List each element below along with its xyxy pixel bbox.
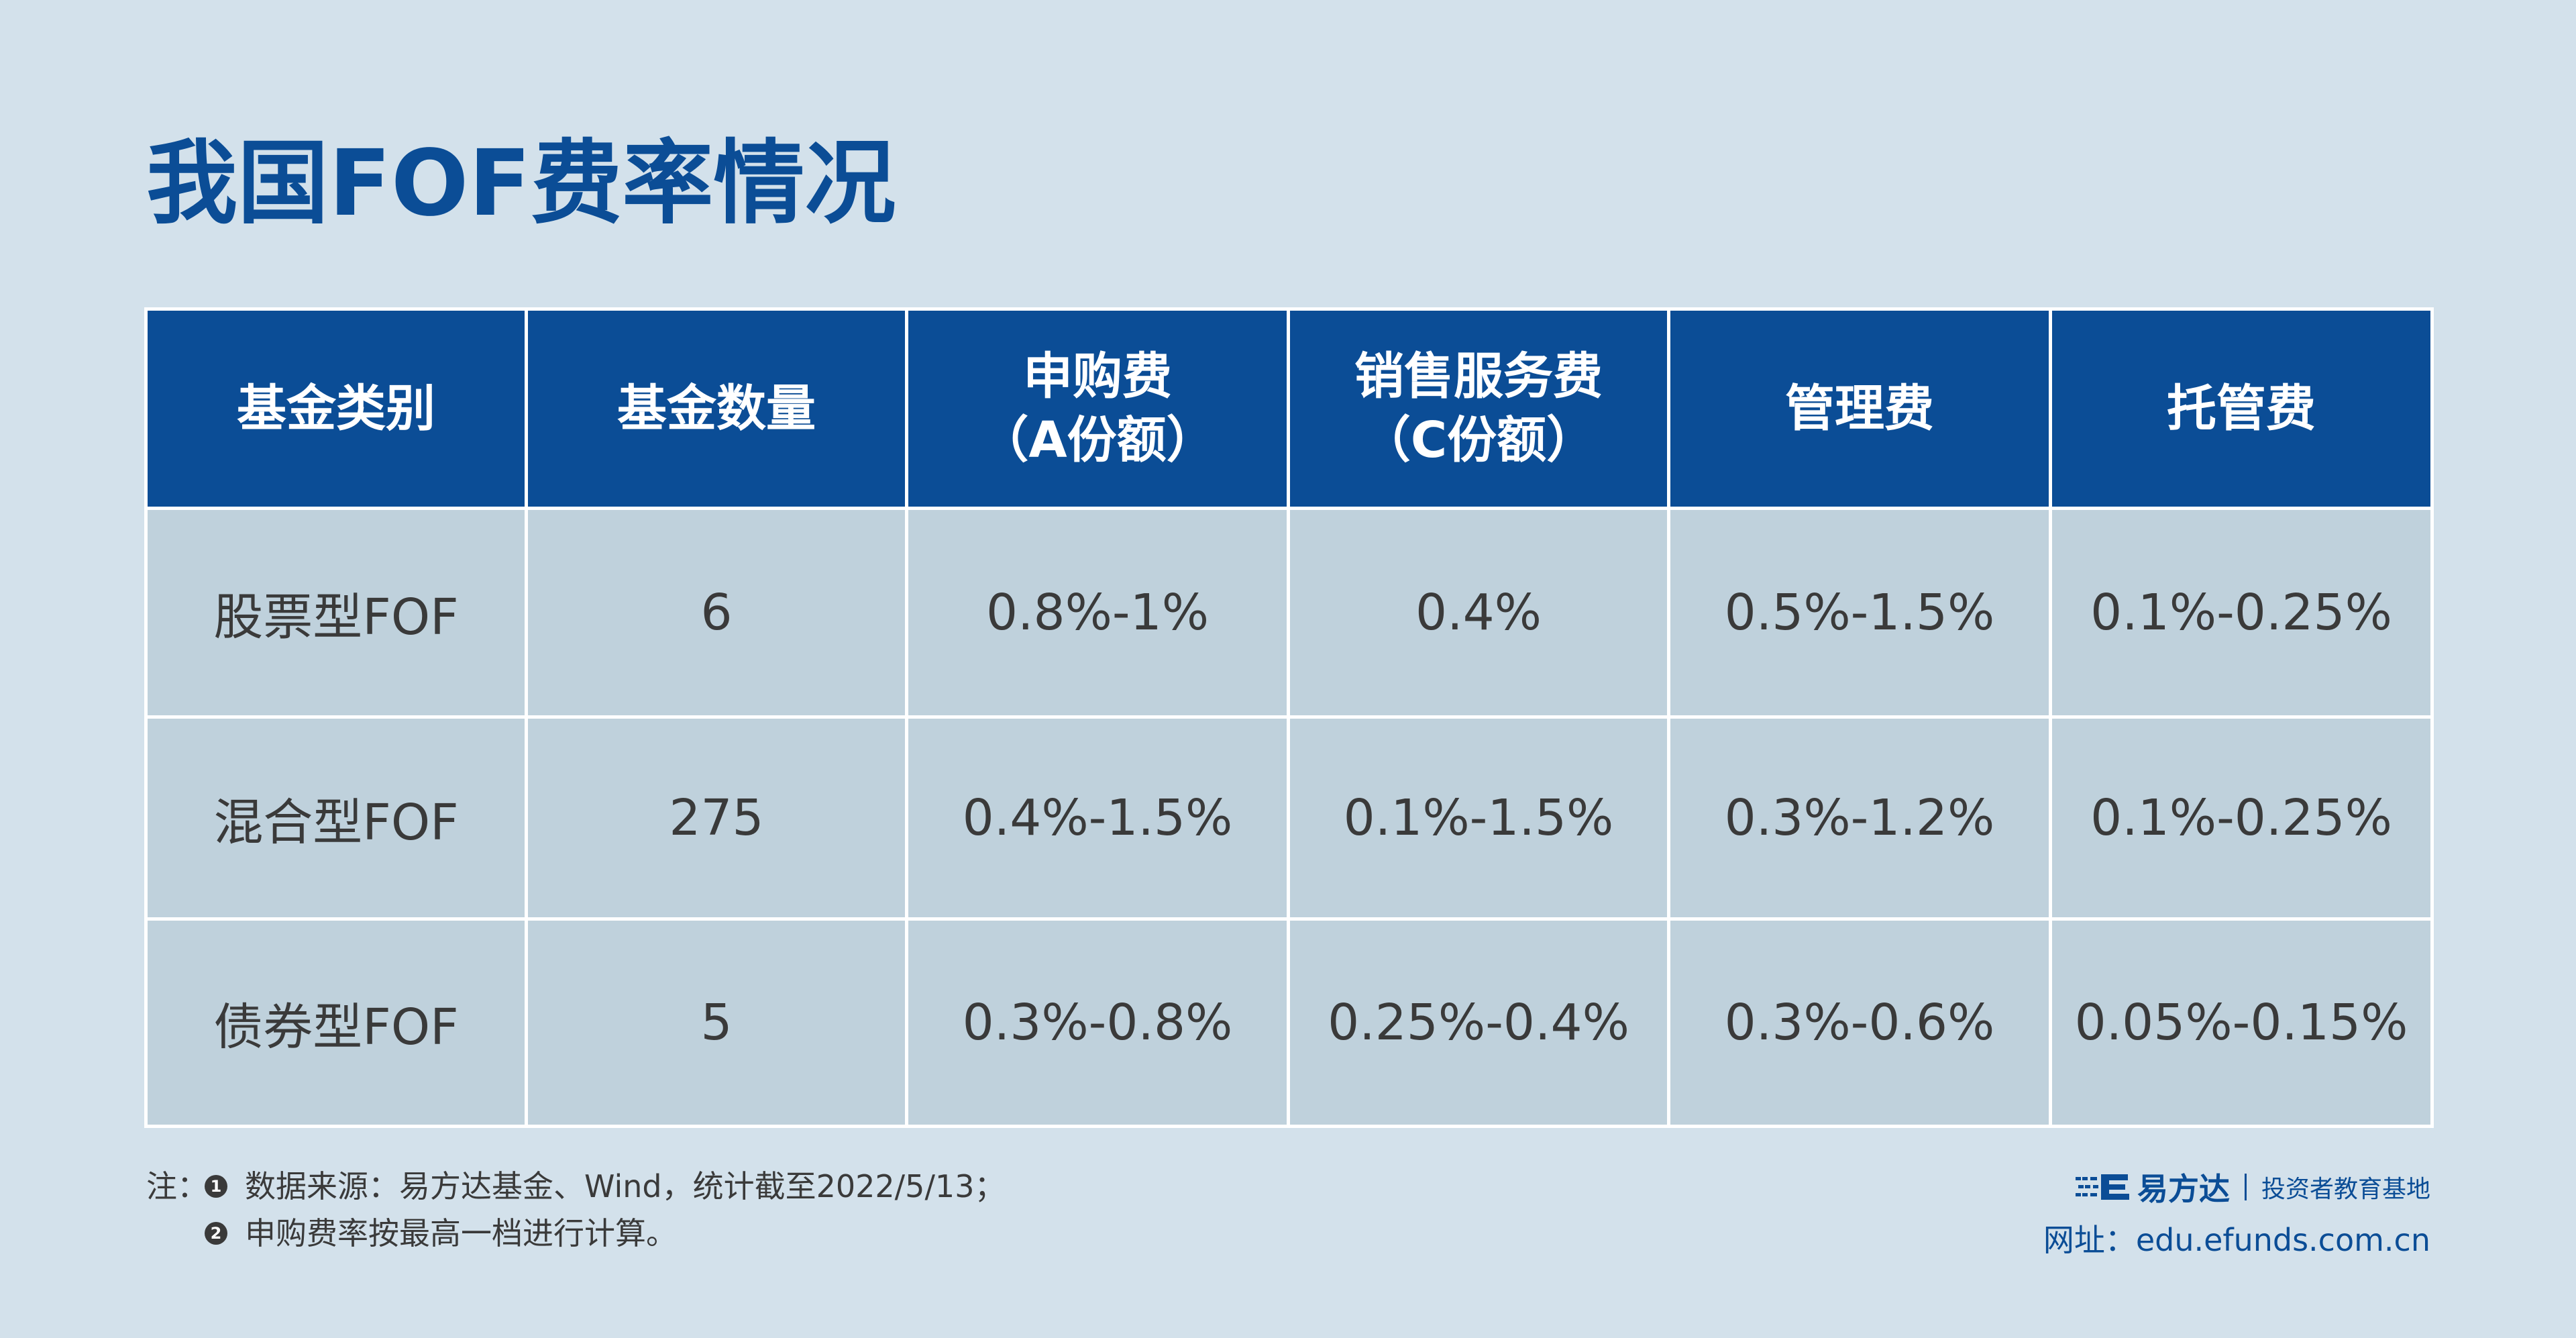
- page-title: 我国FOF费率情况: [146, 131, 896, 237]
- cell-category: 股票型FOF: [144, 507, 528, 719]
- footnote-1: 注： 1 数据来源：易方达基金、Wind，统计截至2022/5/13；: [146, 1163, 1005, 1210]
- cell-sales-service-fee: 0.4%: [1287, 507, 1670, 719]
- brand-name: 易方达: [2137, 1171, 2230, 1207]
- cell-custody-fee: 0.05%-0.15%: [2049, 917, 2434, 1128]
- cell-subscription-fee: 0.3%-0.8%: [905, 917, 1290, 1128]
- table-header-row: 基金类别 基金数量 申购费 （A份额） 销售服务费 （C份额） 管理费 托管费: [144, 307, 2434, 510]
- footnote-2: 2 申购费率按最高一档进行计算。: [146, 1210, 1005, 1257]
- table-row: 混合型FOF 275 0.4%-1.5% 0.1%-1.5% 0.3%-1.2%…: [144, 715, 2434, 921]
- footnote-marker: 2: [205, 1222, 227, 1245]
- table-row: 股票型FOF 6 0.8%-1% 0.4% 0.5%-1.5% 0.1%-0.2…: [144, 507, 2434, 719]
- footnote-text: 数据来源：易方达基金、Wind，统计截至2022/5/13；: [245, 1168, 1006, 1204]
- cell-management-fee: 0.5%-1.5%: [1667, 507, 2052, 719]
- header-category: 基金类别: [144, 307, 528, 510]
- cell-category: 债券型FOF: [144, 917, 528, 1128]
- cell-management-fee: 0.3%-1.2%: [1667, 715, 2052, 921]
- footnotes: 注： 1 数据来源：易方达基金、Wind，统计截至2022/5/13； 2 申购…: [146, 1163, 1005, 1257]
- table-row: 债券型FOF 5 0.3%-0.8% 0.25%-0.4% 0.3%-0.6% …: [144, 917, 2434, 1128]
- cell-subscription-fee: 0.4%-1.5%: [905, 715, 1290, 921]
- header-sales-service-fee: 销售服务费 （C份额）: [1287, 307, 1670, 510]
- header-custody-fee: 托管费: [2049, 307, 2434, 510]
- cell-sales-service-fee: 0.25%-0.4%: [1287, 917, 1670, 1128]
- header-count: 基金数量: [525, 307, 908, 510]
- header-subscription-fee: 申购费 （A份额）: [905, 307, 1290, 510]
- footnote-prefix: 注：: [146, 1168, 208, 1204]
- brand-subtitle: 投资者教育基地: [2261, 1176, 2430, 1203]
- fee-table: 基金类别 基金数量 申购费 （A份额） 销售服务费 （C份额） 管理费 托管费 …: [144, 307, 2434, 1128]
- brand-divider: [2244, 1174, 2247, 1200]
- cell-custody-fee: 0.1%-0.25%: [2049, 507, 2434, 719]
- header-management-fee: 管理费: [1667, 307, 2052, 510]
- cell-count: 275: [525, 715, 908, 921]
- brand-row: 易方达 投资者教育基地: [2043, 1168, 2430, 1207]
- cell-count: 6: [525, 507, 908, 719]
- cell-subscription-fee: 0.8%-1%: [905, 507, 1290, 719]
- cell-category: 混合型FOF: [144, 715, 528, 921]
- cell-count: 5: [525, 917, 908, 1128]
- efunds-logo-icon: [2075, 1174, 2129, 1200]
- website-url: 网址：edu.efunds.com.cn: [2043, 1222, 2430, 1258]
- footnote-marker: 1: [205, 1175, 227, 1198]
- footnote-text: 申购费率按最高一档进行计算。: [245, 1215, 677, 1251]
- cell-sales-service-fee: 0.1%-1.5%: [1287, 715, 1670, 921]
- cell-custody-fee: 0.1%-0.25%: [2049, 715, 2434, 921]
- cell-management-fee: 0.3%-0.6%: [1667, 917, 2052, 1128]
- brand-block: 易方达 投资者教育基地 网址：edu.efunds.com.cn: [2043, 1168, 2430, 1260]
